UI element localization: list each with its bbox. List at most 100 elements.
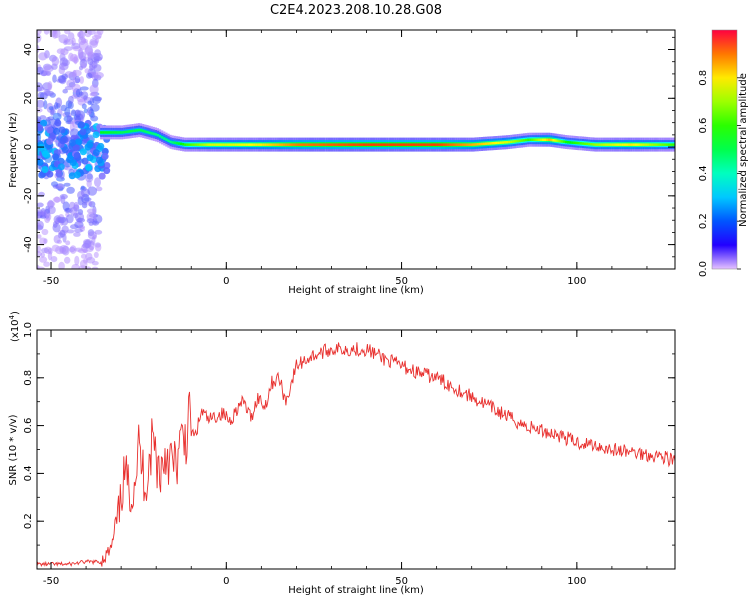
ridge-cell [312,143,315,146]
ridge-cell [552,139,555,142]
ridge-cell [339,143,343,146]
noise-blob [86,72,93,79]
ridge-cell [392,143,395,146]
noise-blob [79,86,89,91]
noise-blob [74,138,82,146]
ridge-cell [293,143,296,146]
noise-blob [52,153,60,161]
ridge-cell [396,143,399,146]
ridge-cell [116,131,120,134]
noise-blob [69,201,76,210]
ridge-cell [119,131,122,134]
colorbar-tick-label: 0.6 [698,118,709,134]
ridge-cell [564,140,568,144]
ridge-cell [527,138,530,142]
spectrogram-x-tick-labels: -50 0 50 100 [43,276,587,287]
ridge-cell [554,139,557,142]
ridge-cell [474,143,477,146]
ridge-cell [621,143,624,146]
ridge-cell [638,143,641,146]
ridge-cell [297,143,300,146]
noise-blob [77,190,85,200]
ridge-cell [184,143,187,146]
noise-blob [42,70,52,76]
ridge-cell [407,143,410,146]
noise-blob [69,159,77,167]
ridge-cell [167,139,170,142]
snr-panel: -50 0 50 100 0.2 0.4 0.6 0.8 1.0 Height of stra… [8,311,676,596]
noise-blob [48,106,54,111]
noise-blob [95,243,102,252]
ridge-cell [421,143,425,146]
noise-blob [79,259,88,269]
ridge-cell [159,135,162,138]
noise-blob [87,51,94,60]
x-tick-label: 50 [395,276,408,287]
ridge-cell [314,143,317,146]
ridge-cell [607,143,610,146]
ridge-cell [419,143,422,146]
ridge-cell [291,143,294,146]
noise-blob [59,62,69,71]
ridge-cell [188,143,191,146]
ridge-cell [138,128,141,132]
noise-blob [37,33,42,43]
noise-blob [51,56,60,67]
ridge-cell [445,143,448,146]
noise-blob [71,42,81,50]
ridge-cell [146,130,149,134]
ridge-cell [371,143,374,146]
noise-blob [66,79,76,88]
noise-blob [38,171,46,179]
y-tick-label: 0.8 [23,370,34,386]
spectrogram-ticks [37,30,675,270]
ridge-cell [642,143,645,146]
ridge-cell [531,138,534,141]
noise-blob [78,30,84,41]
ridge-cell [661,143,664,146]
spectrogram-y-tick-labels: -40 -20 0 20 40 [23,43,34,253]
ridge-cell [241,143,244,146]
ridge-cell [283,143,286,146]
noise-blob [103,162,111,169]
ridge-cell [522,139,526,142]
ridge-cell [196,143,200,146]
noise-blob [71,263,80,269]
noise-blob [41,210,48,218]
ridge-cell [342,143,345,146]
ridge-cell [647,143,650,146]
ridge-cell [203,143,206,146]
snr-x-axis-label: Height of straight line (km) [288,585,424,596]
ridge-cell [512,140,515,143]
noise-blob [56,48,66,55]
y-tick-label: 0.2 [23,513,34,529]
ridge-cell [543,138,547,141]
ridge-cell [381,143,385,146]
colorbar-ticks: 0.0 0.2 0.4 0.6 0.8 [698,70,741,277]
noise-blob [77,48,84,58]
ridge-cell [363,143,366,146]
noise-blob [82,242,90,249]
ridge-cell [663,143,666,146]
noise-blob [52,184,59,189]
y-tick-label: 1.0 [23,322,34,338]
noise-blob [73,171,81,179]
ridge-cell [470,143,473,146]
ridge-cell [272,143,275,146]
noise-blob [65,240,71,246]
noise-blob [77,248,88,254]
spectrogram-frame [36,29,676,270]
ridge-cell [541,138,544,141]
ridge-cell [217,143,221,146]
ridge-cell [539,138,542,141]
ridge-cell [558,139,561,143]
ridge-cell [165,138,168,141]
noise-blob [85,172,94,183]
ridge-cell [285,143,288,146]
snr-y-tick-labels: 0.2 0.4 0.6 0.8 1.0 [23,322,34,529]
ridge-cell [436,143,439,146]
ridge-cell [503,141,507,144]
ridge-cell [209,143,212,146]
ridge-cell [457,143,460,146]
ridge-cell [432,143,435,146]
